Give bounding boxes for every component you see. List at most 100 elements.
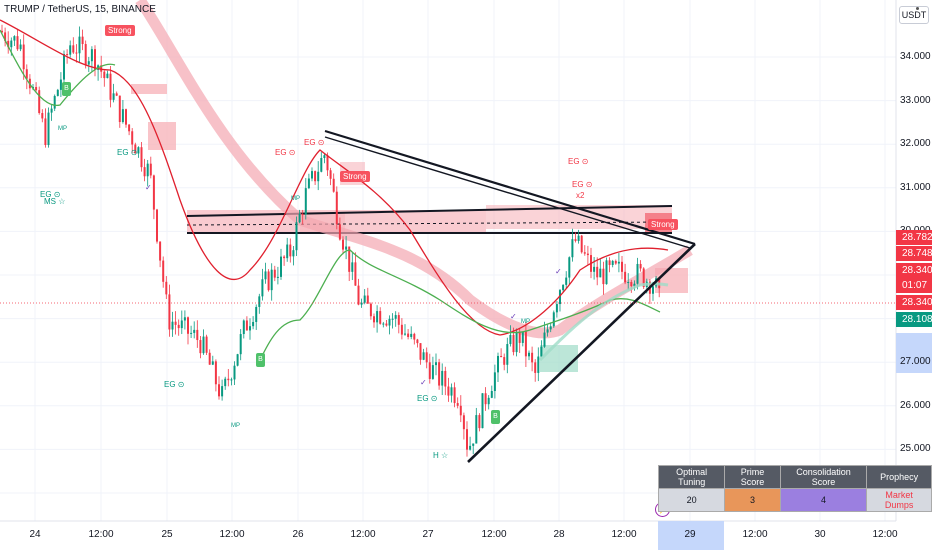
candle-body — [25, 69, 28, 79]
candle-body — [159, 241, 162, 261]
candle-body — [444, 370, 447, 387]
price-label: 01:07 — [896, 278, 932, 293]
mp-label: MP — [58, 126, 67, 132]
price-tick: 25.000 — [900, 443, 931, 455]
candle-body — [87, 61, 90, 65]
zone-midline — [186, 221, 673, 226]
time-tick: 12:00 — [219, 529, 245, 540]
candle-body — [38, 90, 41, 114]
candle-body — [295, 222, 298, 251]
price-tick: 33.000 — [900, 94, 931, 106]
candle-body — [614, 260, 617, 264]
candle-body — [10, 40, 13, 48]
candle-body — [66, 53, 69, 55]
candle-body — [273, 269, 276, 278]
candle-body — [404, 333, 406, 335]
candle-body — [72, 45, 75, 53]
candle-body — [84, 44, 87, 65]
candle-body — [441, 370, 444, 386]
candle-body — [292, 250, 295, 257]
zone-box — [540, 345, 578, 372]
candle-body — [528, 352, 530, 357]
chart-grid — [0, 0, 896, 521]
candle-body — [351, 262, 354, 272]
price-tick: 31.000 — [900, 181, 931, 193]
candle-body — [428, 362, 431, 379]
candle-body — [611, 260, 614, 265]
candle-body — [394, 315, 397, 319]
candle-body — [500, 355, 503, 358]
candle-body — [481, 393, 484, 429]
candle-body — [438, 362, 441, 386]
candle-body — [276, 276, 279, 278]
trendlines — [324, 129, 696, 463]
candle-body — [47, 112, 50, 146]
candle-body — [642, 268, 645, 287]
candle-body — [540, 346, 543, 357]
candle-body — [332, 178, 335, 192]
candle-body — [617, 261, 620, 264]
eg-label: EG ⊙ — [40, 190, 61, 199]
eg-label: EG ⊙ — [117, 148, 138, 157]
candle-body — [22, 44, 25, 70]
candle-body — [580, 235, 583, 253]
candle-body — [431, 365, 434, 379]
candle-body — [329, 170, 332, 179]
candle-body — [462, 415, 465, 430]
more-icon[interactable] — [916, 7, 919, 10]
candle-body — [199, 340, 202, 354]
table-header: Prophecy — [866, 465, 932, 489]
candle-body — [289, 244, 292, 257]
candle-body — [224, 378, 227, 387]
strong-tag: Strong — [105, 25, 135, 36]
candle-body — [4, 32, 7, 41]
b-tag: B — [491, 410, 500, 424]
candle-body — [335, 191, 338, 225]
candle-body — [497, 355, 499, 373]
price-tick: 26.000 — [900, 399, 931, 411]
candle-body — [459, 405, 462, 416]
candle-body — [450, 387, 453, 396]
price-label: 28.782 — [896, 230, 932, 245]
candle-body — [652, 286, 654, 294]
candle-body — [639, 263, 642, 269]
candle-body — [559, 290, 561, 305]
candle-body — [506, 344, 509, 365]
prime-value: 3 — [724, 488, 781, 512]
candle-body — [146, 163, 149, 177]
candle-body — [472, 443, 475, 446]
table-header: Prime Score — [724, 465, 781, 489]
candle-body — [264, 271, 267, 280]
candle-body — [521, 331, 524, 343]
candle-body — [16, 36, 19, 50]
candle-body — [311, 171, 313, 179]
candle-body — [270, 269, 273, 291]
candle-body — [416, 339, 419, 344]
candle-body — [121, 109, 124, 123]
candle-body — [342, 239, 344, 250]
candle-body — [131, 131, 134, 145]
candle-body — [211, 361, 214, 365]
time-tick: 12:00 — [872, 529, 898, 540]
price-label: 28.340 — [896, 263, 932, 278]
candle-body — [512, 334, 515, 353]
candle-body — [53, 95, 56, 109]
candle-body — [493, 372, 496, 391]
eg-label: EG ⊙ — [304, 138, 325, 147]
candle-body — [35, 87, 38, 91]
candle-body — [50, 108, 53, 113]
candle-body — [552, 312, 555, 327]
eg-label: EG ⊙ — [275, 148, 296, 157]
candle-body — [376, 311, 379, 323]
candle-body — [230, 379, 233, 381]
candle-body — [565, 277, 568, 285]
candle-body — [382, 323, 385, 325]
candle-body — [360, 302, 363, 305]
candle-body — [357, 285, 360, 305]
currency-label[interactable]: USDT — [899, 6, 929, 24]
candle-body — [586, 253, 589, 256]
candle-body — [221, 386, 224, 397]
candle-body — [636, 263, 639, 284]
time-tick: 28 — [553, 529, 565, 540]
